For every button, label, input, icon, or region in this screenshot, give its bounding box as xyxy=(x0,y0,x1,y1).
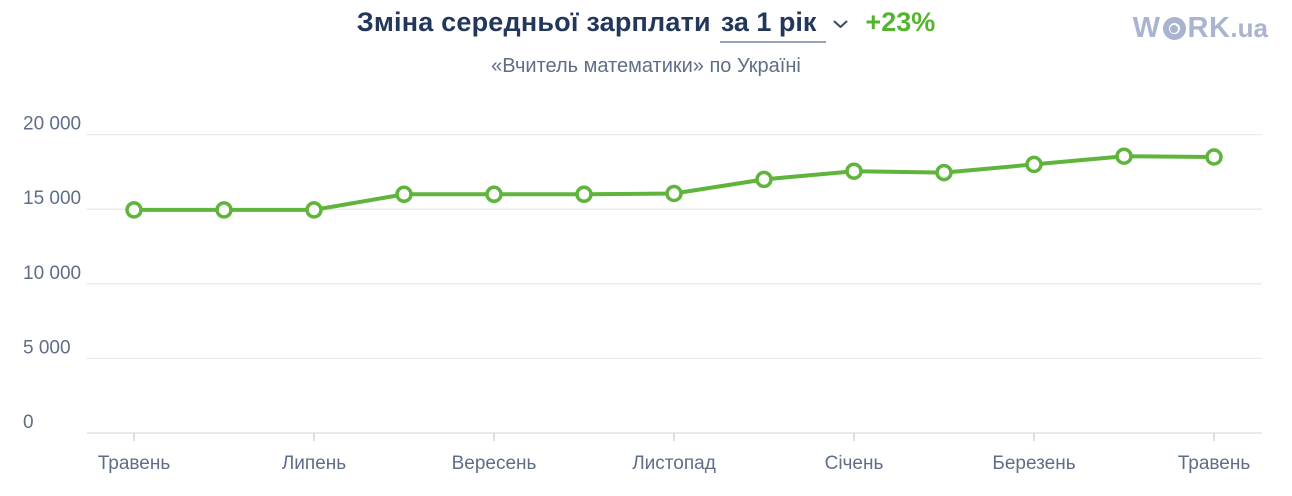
data-point-marker[interactable] xyxy=(125,201,143,219)
period-dropdown-label: за 1 рік xyxy=(719,7,827,44)
data-point-marker[interactable] xyxy=(755,170,773,189)
x-axis-tick-label: Травень xyxy=(1178,453,1251,474)
x-axis-tick-label: Січень xyxy=(825,453,884,474)
y-axis-tick-label: 20 000 xyxy=(23,114,81,135)
x-axis-tick-label: Вересень xyxy=(452,453,537,474)
data-point-marker[interactable] xyxy=(485,185,503,204)
bullseye-o-icon xyxy=(1162,17,1186,40)
period-dropdown[interactable]: за 1 рік xyxy=(719,7,849,44)
y-axis-tick-label: 0 xyxy=(23,412,34,433)
data-point-marker[interactable] xyxy=(575,185,593,204)
logo-text-ua: .ua xyxy=(1230,13,1268,43)
data-point-marker[interactable] xyxy=(935,163,953,182)
x-axis-tick-label: Травень xyxy=(98,453,171,474)
y-axis-tick-label: 5 000 xyxy=(23,337,71,358)
data-point-marker[interactable] xyxy=(1025,155,1043,174)
x-axis-tick-label: Листопад xyxy=(632,453,716,474)
logo-text-rk: RK xyxy=(1187,12,1231,44)
logo-text-w: W xyxy=(1132,12,1161,44)
y-axis-tick-label: 10 000 xyxy=(23,263,81,284)
data-point-marker[interactable] xyxy=(305,201,323,219)
data-point-marker[interactable] xyxy=(665,184,683,203)
x-axis-tick-label: Липень xyxy=(282,453,346,474)
page-title: Зміна середньої зарплати xyxy=(356,7,711,37)
data-point-marker[interactable] xyxy=(1205,148,1223,166)
x-axis-tick-label: Березень xyxy=(992,453,1075,474)
data-point-marker[interactable] xyxy=(1115,147,1133,165)
chart-title-row: Зміна середньої зарплати за 1 рік +23% xyxy=(0,7,1292,44)
chevron-down-icon xyxy=(833,20,848,28)
work-ua-logo[interactable]: W RK .ua xyxy=(1133,12,1268,45)
data-point-marker[interactable] xyxy=(215,201,233,219)
change-percent-badge: +23% xyxy=(865,7,936,37)
data-point-marker[interactable] xyxy=(845,162,863,180)
data-point-marker[interactable] xyxy=(395,185,413,204)
chart-subtitle: «Вчитель математики» по Україні xyxy=(491,55,801,77)
y-axis-tick-label: 15 000 xyxy=(23,188,81,209)
